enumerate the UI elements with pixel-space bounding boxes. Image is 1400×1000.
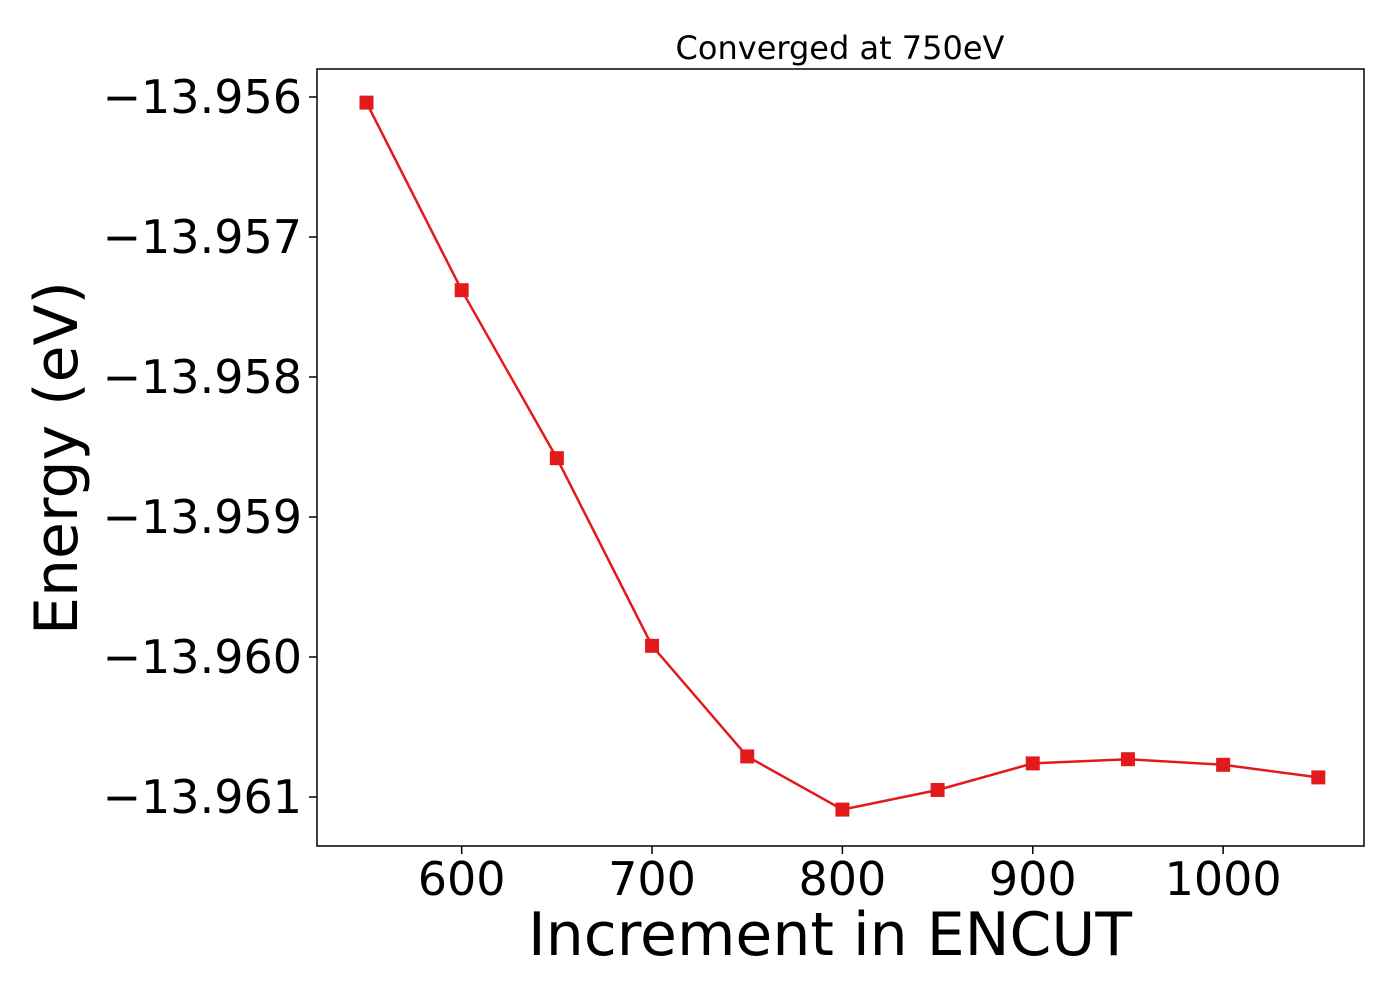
data-point bbox=[835, 802, 850, 817]
data-point bbox=[1025, 756, 1040, 771]
y-tick-label: −13.958 bbox=[103, 350, 303, 404]
x-tick-label: 700 bbox=[608, 852, 696, 906]
data-point bbox=[1311, 770, 1326, 785]
x-axis-ticks: 600 700 800 900 1000 bbox=[418, 846, 1282, 906]
x-axis-label: Increment in ENCUT bbox=[528, 900, 1132, 970]
y-tick-label: −13.959 bbox=[103, 490, 303, 544]
y-tick-label: −13.960 bbox=[103, 630, 303, 684]
y-tick-label: −13.961 bbox=[103, 770, 303, 824]
y-tick-label: −13.957 bbox=[103, 210, 303, 264]
data-point bbox=[645, 638, 660, 653]
data-point bbox=[549, 451, 564, 466]
data-point bbox=[1120, 752, 1135, 767]
data-point bbox=[930, 783, 945, 797]
data-point bbox=[1216, 757, 1231, 772]
data-point bbox=[740, 749, 755, 764]
series-line bbox=[365, 102, 1319, 811]
x-tick-label: 900 bbox=[989, 852, 1077, 906]
x-tick-label: 1000 bbox=[1165, 852, 1282, 906]
series-layer bbox=[359, 95, 1326, 817]
y-axis-ticks: −13.956 −13.957 −13.958 −13.959 −13.960 −13.9… bbox=[103, 70, 317, 824]
plot-area-frame bbox=[316, 68, 1365, 847]
data-point bbox=[359, 95, 374, 110]
y-tick-label: −13.956 bbox=[103, 70, 303, 124]
x-tick-label: 600 bbox=[418, 852, 506, 906]
data-point bbox=[454, 283, 469, 298]
chart-title: Converged at 750eV bbox=[676, 29, 1005, 67]
y-axis-label: Energy (eV) bbox=[22, 281, 92, 635]
x-tick-label: 800 bbox=[798, 852, 886, 906]
